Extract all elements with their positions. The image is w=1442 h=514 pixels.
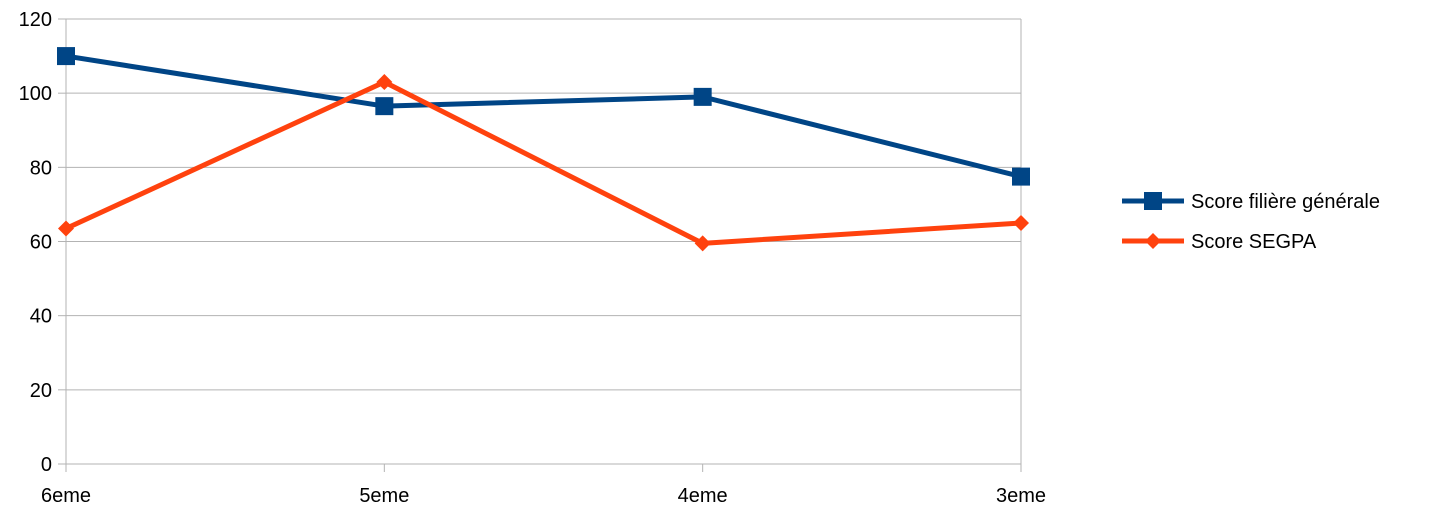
axes (58, 18, 1022, 472)
series-point-diamond (58, 220, 74, 237)
y-tick-label: 40 (30, 306, 52, 328)
y-tick-label: 100 (19, 83, 52, 105)
y-tick-label: 20 (30, 380, 52, 402)
series-lines (57, 47, 1030, 252)
legend-label: Score filière générale (1191, 191, 1380, 213)
x-tick-label: 3eme (996, 485, 1046, 507)
series-point-square (693, 87, 712, 106)
series-point-square (375, 97, 394, 116)
x-tick-label: 6eme (41, 485, 91, 507)
tick-labels: 0 20 40 60 80 100 120 6eme 5eme 4eme 3eme (19, 9, 1046, 507)
series-point-square (57, 47, 75, 66)
legend-entry-0: Score filière générale (1122, 191, 1380, 213)
series-point-diamond (376, 74, 393, 91)
series-point-diamond (1013, 214, 1029, 231)
series-point-square (1012, 167, 1030, 186)
series-0 (57, 47, 1030, 186)
series-1 (58, 74, 1029, 252)
series-point-diamond (694, 235, 711, 252)
legend-entry-1: Score SEGPA (1122, 231, 1317, 253)
x-tick-label: 5eme (359, 485, 409, 507)
series-line (64, 79, 1022, 246)
y-tick-label: 80 (30, 157, 52, 179)
series-line (65, 53, 1022, 180)
y-tick-label: 0 (41, 454, 52, 476)
x-tick-label: 4eme (678, 485, 728, 507)
legend-marker (1145, 233, 1161, 249)
legend-marker (1144, 192, 1162, 210)
y-tick-label: 120 (19, 9, 52, 31)
legend: Score filière générale Score SEGPA (1122, 191, 1380, 253)
grid-lines (66, 18, 1022, 464)
y-tick-label: 60 (30, 232, 52, 254)
legend-label: Score SEGPA (1191, 231, 1317, 253)
